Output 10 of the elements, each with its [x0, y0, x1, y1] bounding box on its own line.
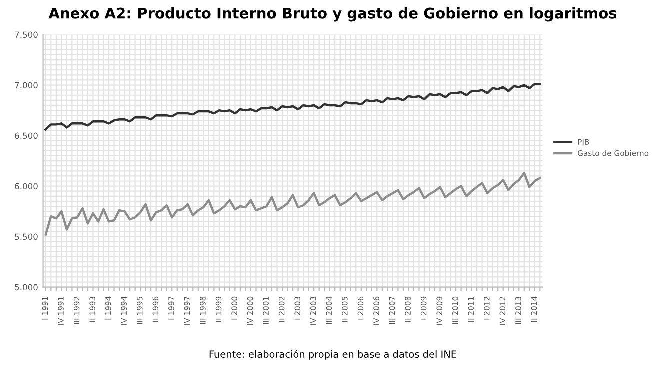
- y-tick-label: 5.500: [15, 234, 38, 240]
- y-tick-label: 6.000: [15, 183, 38, 190]
- y-tick-label: 6.500: [15, 132, 38, 140]
- y-tick-label: 7.000: [15, 82, 38, 89]
- chart-title: Anexo A2: Producto Interno Bruto y gasto de Gobierno en logaritmos: [48, 8, 617, 22]
- line-series: [44, 172, 542, 236]
- y-tick-label: 7.500: [15, 32, 38, 38]
- source-note: Fuente: elaboración propia en base a datos del INE: [210, 350, 456, 360]
- y-tick-label: 5.000: [15, 284, 38, 291]
- line-series: [44, 83, 542, 131]
